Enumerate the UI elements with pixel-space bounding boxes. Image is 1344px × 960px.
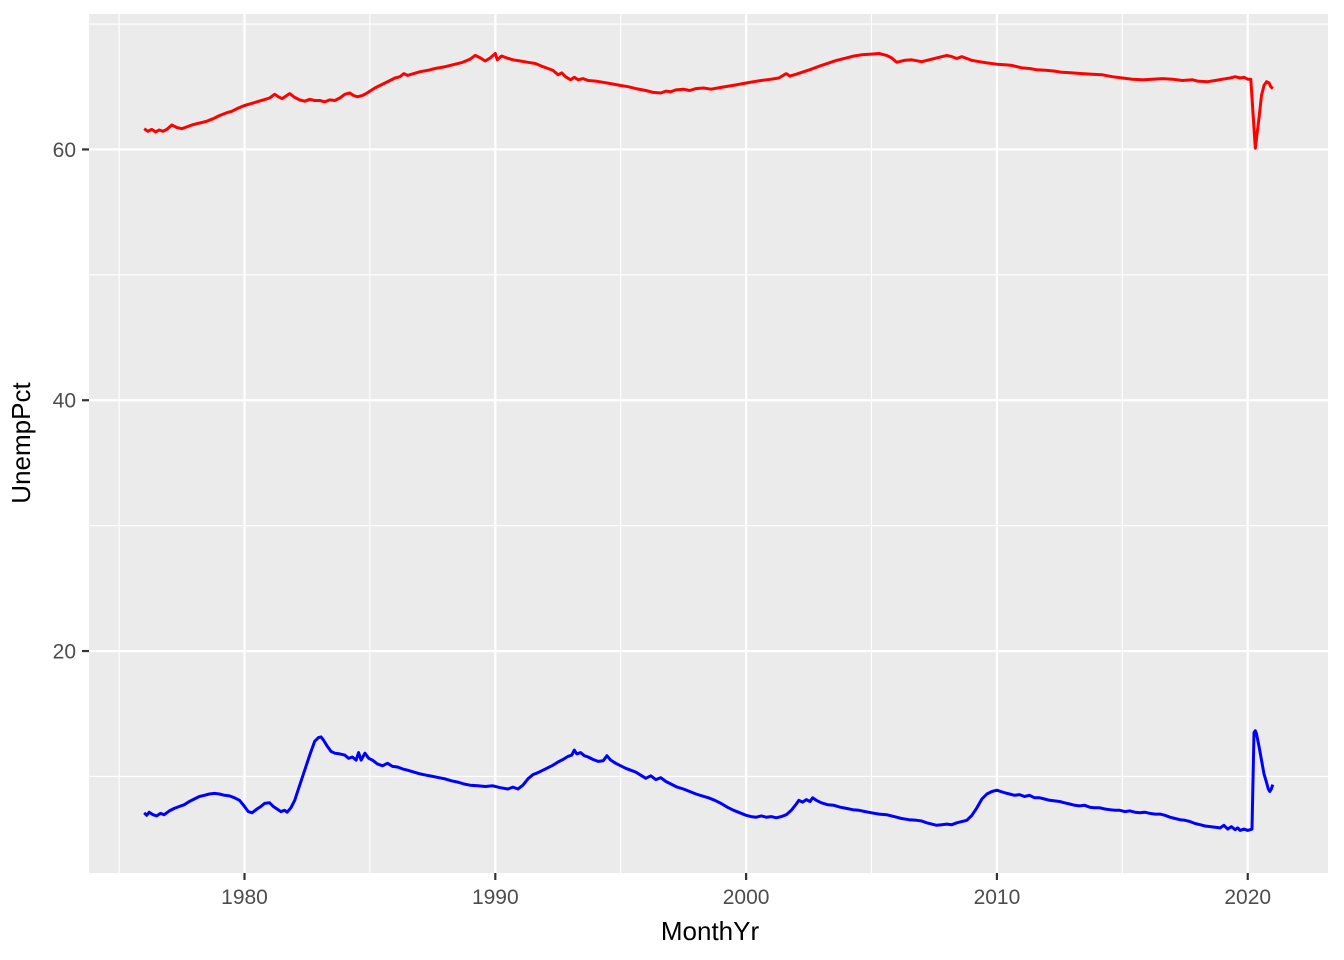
x-tick-label: 1990 <box>472 886 519 909</box>
data-series <box>143 52 1275 832</box>
y-tick-label: 60 <box>53 139 76 162</box>
blue-line <box>143 729 1275 832</box>
y-tick-label: 40 <box>53 390 76 413</box>
y-axis-title: UnempPct <box>6 382 36 504</box>
gridlines-major <box>89 14 1328 873</box>
y-tick-label: 20 <box>53 641 76 664</box>
red-line <box>143 52 1274 150</box>
x-tick-label: 2000 <box>723 886 770 909</box>
axis-ticks <box>82 148 1249 880</box>
plot-panel-group <box>89 14 1328 873</box>
gridlines-minor <box>89 14 1328 873</box>
x-tick-label: 1980 <box>221 886 268 909</box>
x-axis-title: MonthYr <box>661 916 760 946</box>
x-tick-label: 2020 <box>1224 886 1271 909</box>
plot-panel <box>89 14 1328 873</box>
x-tick-label: 2010 <box>974 886 1021 909</box>
